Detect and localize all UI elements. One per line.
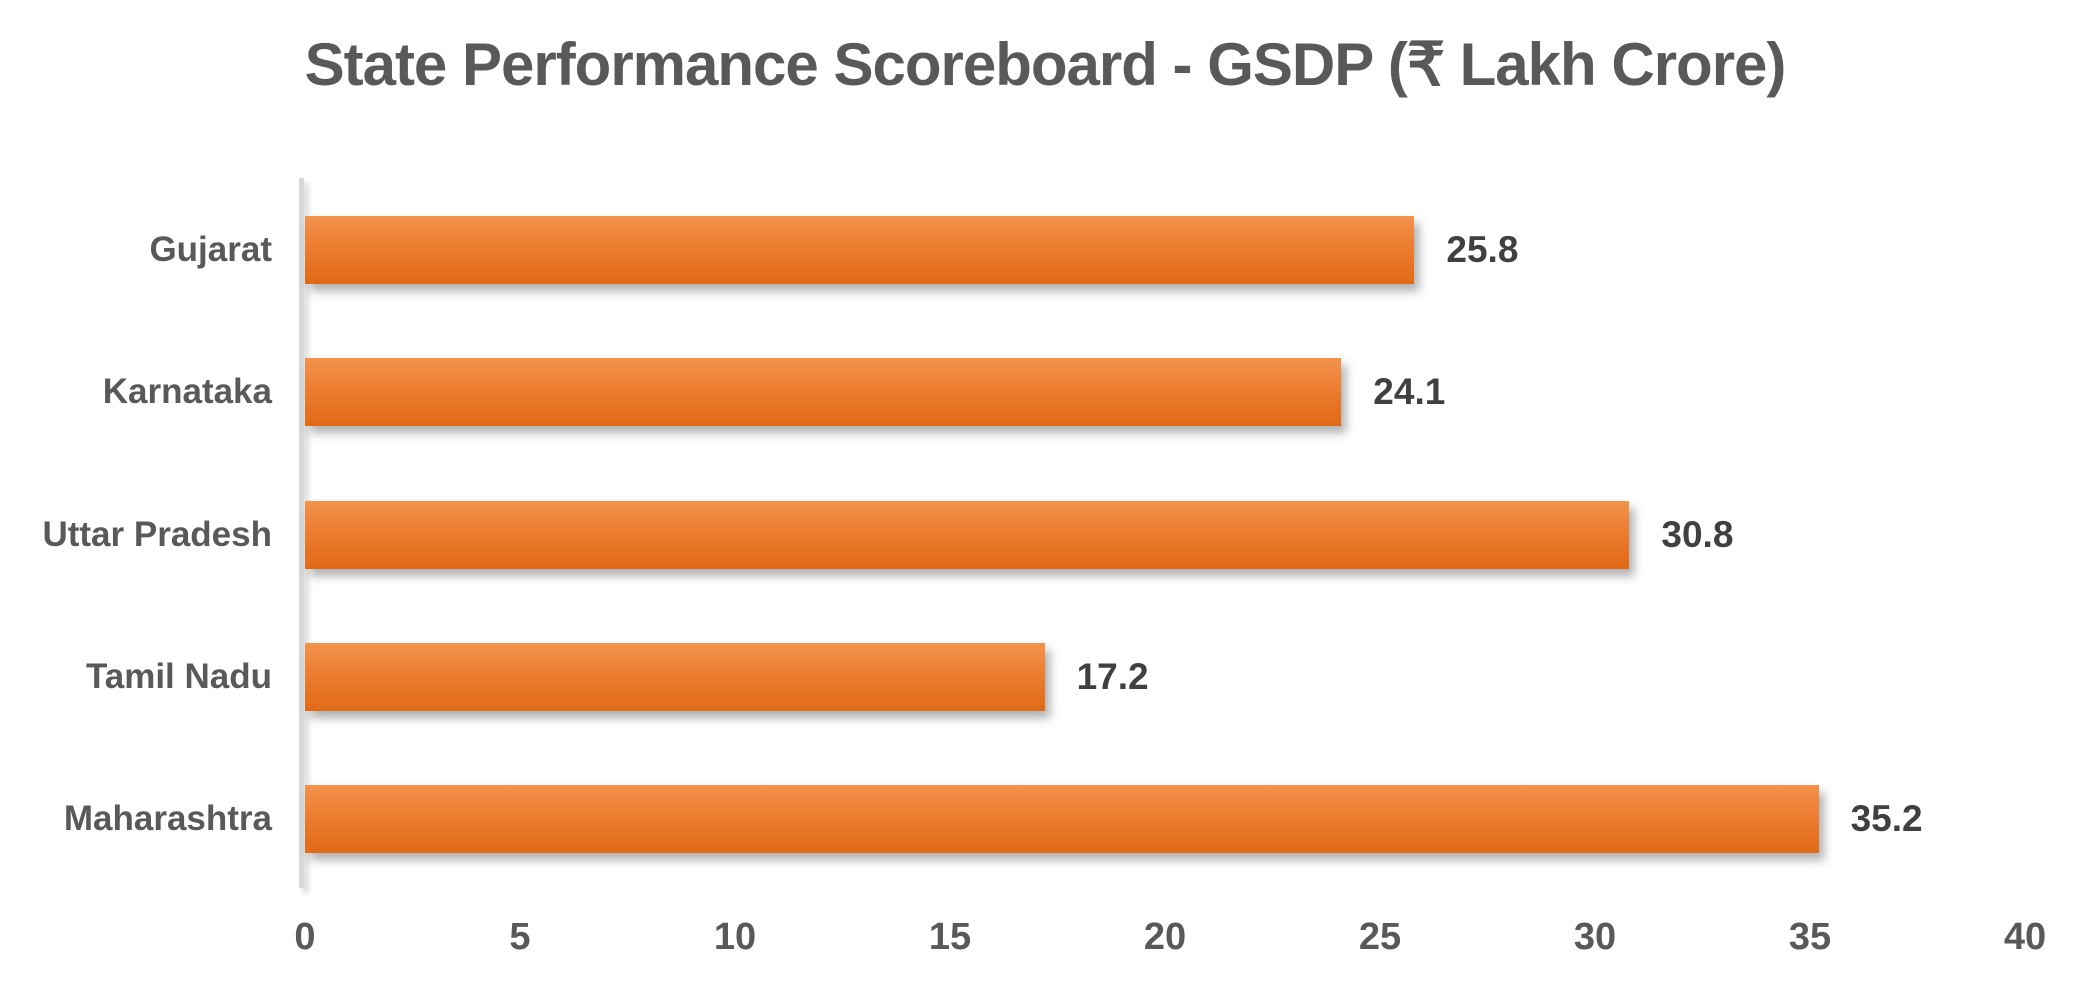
x-axis-tick-label: 15 (928, 916, 972, 958)
x-axis-tick-label: 30 (1573, 916, 1617, 958)
bar (305, 642, 1045, 711)
value-label: 35.2 (1850, 798, 1923, 839)
bar (305, 216, 1415, 284)
chart-title: State Performance Scoreboard - GSDP (₹ L… (304, 31, 1787, 98)
value-label: 17.2 (1076, 655, 1149, 697)
bar (305, 785, 1819, 853)
category-label: Gujarat (149, 230, 272, 269)
category-label: Uttar Pradesh (42, 514, 272, 554)
x-axis-tick-label: 0 (294, 916, 316, 958)
x-axis-tick-label: 25 (1358, 916, 1402, 958)
x-axis: 0 5 10 15 20 25 30 35 40 (0, 905, 2090, 975)
bar (305, 358, 1342, 427)
category-label: Maharashtra (63, 799, 272, 838)
value-label: 30.8 (1661, 513, 1734, 555)
category-label: Karnataka (102, 372, 272, 412)
bar (305, 500, 1630, 569)
y-axis-line (299, 178, 304, 888)
x-axis-tick-label: 20 (1143, 916, 1187, 958)
x-axis-tick-label: 35 (1788, 916, 1832, 958)
category-label: Tamil Nadu (85, 656, 272, 696)
x-axis-tick-label: 40 (2003, 916, 2047, 958)
value-label: 24.1 (1373, 371, 1446, 413)
x-axis-tick-label: 5 (509, 916, 531, 958)
x-axis-tick-label: 10 (713, 916, 757, 958)
value-label: 25.8 (1446, 229, 1519, 270)
